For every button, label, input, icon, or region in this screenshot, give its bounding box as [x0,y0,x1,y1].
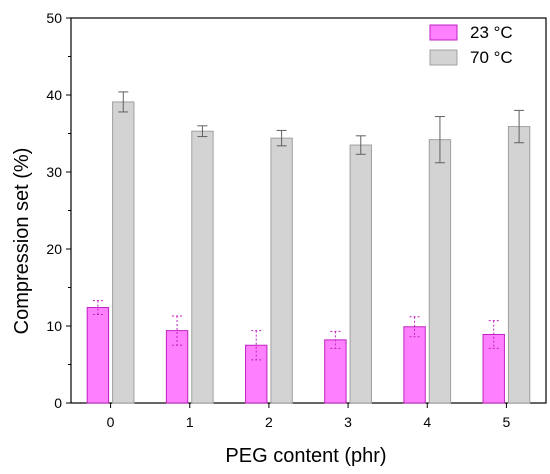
y-tick-label-0: 0 [54,395,62,411]
bar-70c-0 [112,101,135,404]
y-tick-label-10: 10 [46,318,62,334]
y-tick-label-30: 30 [46,164,62,180]
legend: 23 °C 70 °C [429,23,513,67]
bar-70c-2 [270,137,293,404]
legend-label-23c: 23 °C [470,23,513,42]
x-tick-label-4: 4 [423,414,431,430]
x-tick-label-3: 3 [344,414,352,430]
plot-area [70,17,547,404]
y-tick-label-20: 20 [46,241,62,257]
bar-23c-3 [324,339,347,404]
y-axis-title: Compression set (%) [11,148,33,335]
x-axis-title: PEG content (phr) [225,445,386,467]
plot-frame [70,17,547,404]
y-tick-label-50: 50 [46,10,62,26]
bar-70c-1 [191,130,214,404]
x-tick-label-5: 5 [503,414,511,430]
bar-23c-4 [403,326,426,404]
x-tick-label-0: 0 [107,414,115,430]
bar-23c-1 [165,330,189,404]
y-tick-label-40: 40 [46,87,62,103]
legend-swatch-23c [429,24,458,41]
x-tick-label-1: 1 [186,414,194,430]
legend-swatch-70c [429,49,458,66]
bar-70c-4 [428,139,452,404]
bar-70c-5 [507,126,531,404]
bars-layer [86,91,531,404]
bar-70c-3 [349,144,372,404]
bar-23c-2 [245,344,268,404]
legend-label-70c: 70 °C [470,48,513,67]
bar-23c-0 [86,307,110,404]
x-tick-label-2: 2 [265,414,273,430]
